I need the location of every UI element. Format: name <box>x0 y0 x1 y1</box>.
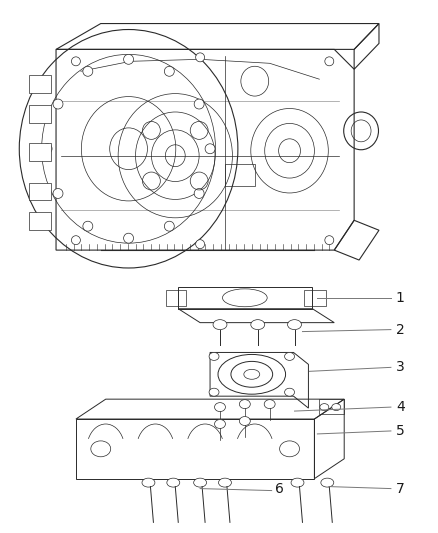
FancyBboxPatch shape <box>29 75 51 93</box>
Ellipse shape <box>288 320 301 329</box>
FancyBboxPatch shape <box>29 212 51 230</box>
Ellipse shape <box>251 320 265 329</box>
Ellipse shape <box>83 221 93 231</box>
FancyBboxPatch shape <box>29 143 51 160</box>
Ellipse shape <box>164 66 174 76</box>
Ellipse shape <box>219 478 231 487</box>
FancyBboxPatch shape <box>29 105 51 123</box>
Ellipse shape <box>215 402 226 411</box>
Ellipse shape <box>124 54 134 64</box>
Ellipse shape <box>325 57 334 66</box>
Ellipse shape <box>71 57 81 66</box>
Ellipse shape <box>240 417 250 425</box>
Text: 4: 4 <box>396 400 405 414</box>
Ellipse shape <box>164 221 174 231</box>
Ellipse shape <box>196 240 205 248</box>
Text: 5: 5 <box>396 424 405 438</box>
Text: 7: 7 <box>396 482 405 496</box>
Ellipse shape <box>205 144 215 154</box>
Ellipse shape <box>332 403 341 410</box>
Ellipse shape <box>285 388 294 396</box>
Ellipse shape <box>194 189 204 198</box>
Text: 1: 1 <box>396 291 405 305</box>
Ellipse shape <box>209 352 219 360</box>
Ellipse shape <box>91 441 111 457</box>
Ellipse shape <box>279 441 300 457</box>
Ellipse shape <box>167 478 180 487</box>
Text: 3: 3 <box>396 360 405 374</box>
Ellipse shape <box>325 236 334 245</box>
Text: 6: 6 <box>275 482 283 496</box>
Ellipse shape <box>142 478 155 487</box>
Ellipse shape <box>194 99 204 109</box>
Ellipse shape <box>215 419 226 429</box>
Ellipse shape <box>244 369 260 379</box>
Text: 2: 2 <box>396 322 405 337</box>
Ellipse shape <box>194 478 207 487</box>
Ellipse shape <box>240 400 250 409</box>
Ellipse shape <box>291 478 304 487</box>
Ellipse shape <box>264 400 275 409</box>
Ellipse shape <box>209 388 219 396</box>
Ellipse shape <box>320 403 329 410</box>
Ellipse shape <box>196 53 205 62</box>
Ellipse shape <box>321 478 334 487</box>
Ellipse shape <box>42 144 52 154</box>
Ellipse shape <box>71 236 81 245</box>
Ellipse shape <box>213 320 227 329</box>
Ellipse shape <box>53 189 63 198</box>
FancyBboxPatch shape <box>29 182 51 200</box>
Ellipse shape <box>83 66 93 76</box>
Ellipse shape <box>285 352 294 360</box>
Ellipse shape <box>124 233 134 243</box>
Ellipse shape <box>53 99 63 109</box>
